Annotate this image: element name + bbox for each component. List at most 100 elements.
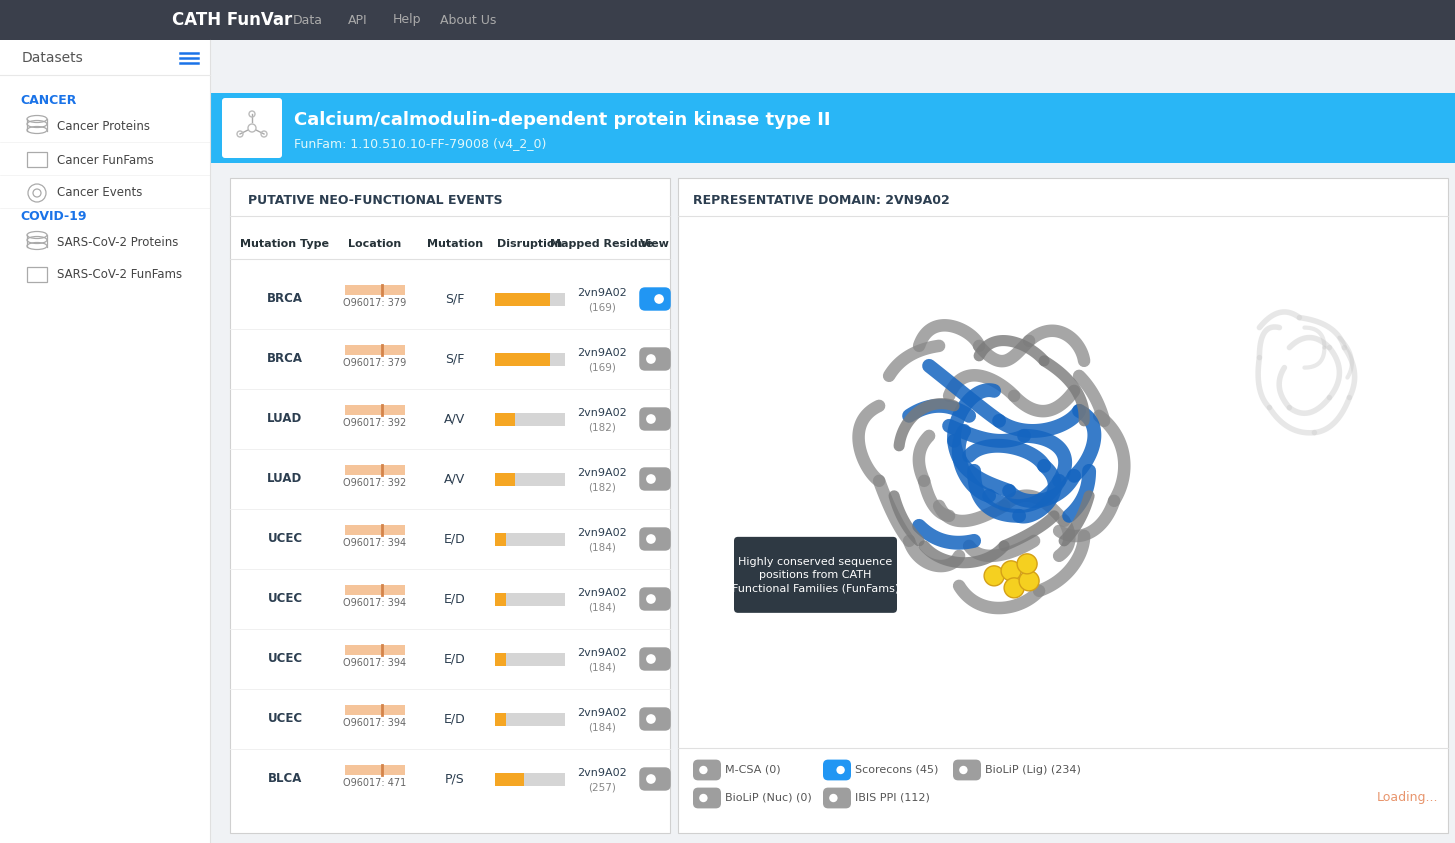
Circle shape: [646, 774, 656, 784]
Text: BioLiP (Nuc) (0): BioLiP (Nuc) (0): [725, 793, 812, 803]
Text: O96017: 471: O96017: 471: [343, 778, 406, 788]
FancyBboxPatch shape: [495, 593, 565, 605]
Text: 2vn9A02: 2vn9A02: [578, 348, 627, 358]
Circle shape: [646, 534, 656, 544]
FancyBboxPatch shape: [495, 533, 506, 545]
Text: View: View: [640, 239, 669, 249]
Text: REPRESENTATIVE DOMAIN: 2VN9A02: REPRESENTATIVE DOMAIN: 2VN9A02: [693, 194, 950, 207]
FancyBboxPatch shape: [345, 645, 404, 655]
Text: Mutation: Mutation: [426, 239, 483, 249]
Text: O96017: 392: O96017: 392: [343, 478, 406, 488]
Text: (182): (182): [588, 482, 615, 492]
Text: Highly conserved sequence
positions from CATH
Functional Families (FunFams): Highly conserved sequence positions from…: [732, 556, 899, 593]
Text: 2vn9A02: 2vn9A02: [578, 648, 627, 658]
Text: 2vn9A02: 2vn9A02: [578, 288, 627, 298]
Text: (257): (257): [588, 782, 615, 792]
FancyBboxPatch shape: [210, 40, 1455, 843]
FancyBboxPatch shape: [345, 765, 404, 775]
FancyBboxPatch shape: [495, 293, 550, 305]
Circle shape: [1004, 577, 1024, 598]
Text: Cancer Events: Cancer Events: [57, 186, 143, 200]
Circle shape: [646, 594, 656, 604]
FancyBboxPatch shape: [495, 772, 565, 786]
Text: LUAD: LUAD: [268, 412, 303, 426]
Text: 2vn9A02: 2vn9A02: [578, 528, 627, 538]
FancyBboxPatch shape: [0, 0, 1455, 40]
FancyBboxPatch shape: [495, 772, 524, 786]
Text: Location: Location: [348, 239, 402, 249]
Text: UCEC: UCEC: [268, 712, 303, 726]
Circle shape: [1018, 571, 1039, 591]
Text: E/D: E/D: [444, 652, 466, 665]
FancyBboxPatch shape: [0, 40, 210, 843]
Text: A/V: A/V: [444, 472, 466, 486]
Text: 2vn9A02: 2vn9A02: [578, 708, 627, 718]
Text: CANCER: CANCER: [20, 94, 76, 106]
FancyBboxPatch shape: [639, 647, 671, 671]
Circle shape: [646, 414, 656, 424]
FancyBboxPatch shape: [639, 588, 671, 610]
Circle shape: [700, 765, 707, 774]
Text: (169): (169): [588, 302, 615, 312]
FancyBboxPatch shape: [639, 767, 671, 791]
Text: Loading...: Loading...: [1376, 792, 1438, 804]
Text: LUAD: LUAD: [268, 472, 303, 486]
Text: O96017: 394: O96017: 394: [343, 598, 406, 608]
Circle shape: [984, 566, 1004, 586]
Text: CATH FunVar: CATH FunVar: [172, 11, 292, 29]
FancyBboxPatch shape: [495, 652, 506, 665]
FancyBboxPatch shape: [824, 760, 851, 781]
FancyBboxPatch shape: [495, 712, 565, 726]
Text: UCEC: UCEC: [268, 652, 303, 665]
FancyBboxPatch shape: [495, 412, 565, 426]
FancyBboxPatch shape: [223, 98, 282, 158]
FancyBboxPatch shape: [345, 345, 404, 355]
Text: O96017: 394: O96017: 394: [343, 658, 406, 668]
FancyBboxPatch shape: [953, 760, 981, 781]
FancyBboxPatch shape: [495, 712, 506, 726]
FancyBboxPatch shape: [639, 707, 671, 731]
Circle shape: [700, 794, 707, 803]
Circle shape: [829, 794, 838, 803]
Text: Cancer Proteins: Cancer Proteins: [57, 121, 150, 133]
FancyBboxPatch shape: [639, 467, 671, 491]
Text: Help: Help: [393, 13, 422, 26]
Circle shape: [1017, 554, 1037, 574]
Text: API: API: [348, 13, 368, 26]
Circle shape: [959, 765, 968, 774]
FancyBboxPatch shape: [345, 465, 404, 475]
FancyBboxPatch shape: [345, 585, 404, 595]
FancyBboxPatch shape: [230, 178, 669, 833]
Text: 2vn9A02: 2vn9A02: [578, 588, 627, 598]
FancyBboxPatch shape: [733, 537, 896, 613]
FancyBboxPatch shape: [345, 405, 404, 415]
Circle shape: [1001, 561, 1021, 581]
Text: UCEC: UCEC: [268, 533, 303, 545]
Text: 2vn9A02: 2vn9A02: [578, 408, 627, 418]
Text: S/F: S/F: [445, 352, 464, 366]
Text: BRCA: BRCA: [268, 352, 303, 366]
Text: Disruption: Disruption: [498, 239, 563, 249]
Circle shape: [646, 354, 656, 364]
FancyBboxPatch shape: [345, 285, 404, 295]
Text: P/S: P/S: [445, 772, 466, 786]
FancyBboxPatch shape: [678, 178, 1448, 833]
FancyBboxPatch shape: [345, 705, 404, 715]
Text: O96017: 394: O96017: 394: [343, 718, 406, 728]
Text: O96017: 394: O96017: 394: [343, 538, 406, 548]
FancyBboxPatch shape: [693, 760, 722, 781]
Text: UCEC: UCEC: [268, 593, 303, 605]
Text: 2vn9A02: 2vn9A02: [578, 468, 627, 478]
FancyBboxPatch shape: [495, 593, 506, 605]
Text: BioLiP (Lig) (234): BioLiP (Lig) (234): [985, 765, 1081, 775]
FancyBboxPatch shape: [824, 787, 851, 808]
Text: (184): (184): [588, 602, 615, 612]
Text: (184): (184): [588, 542, 615, 552]
Text: E/D: E/D: [444, 712, 466, 726]
FancyBboxPatch shape: [345, 525, 404, 535]
Text: Scorecons (45): Scorecons (45): [856, 765, 938, 775]
Text: FunFam: 1.10.510.10-FF-79008 (v4_2_0): FunFam: 1.10.510.10-FF-79008 (v4_2_0): [294, 137, 547, 150]
Text: A/V: A/V: [444, 412, 466, 426]
Text: BRCA: BRCA: [268, 293, 303, 305]
FancyBboxPatch shape: [495, 412, 515, 426]
